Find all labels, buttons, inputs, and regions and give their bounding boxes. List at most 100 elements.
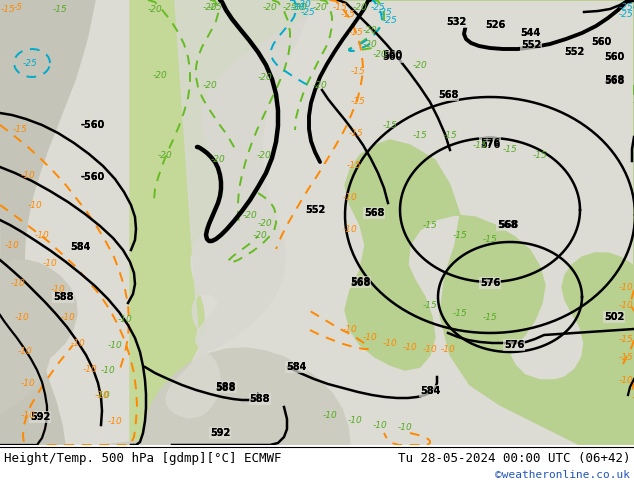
Polygon shape bbox=[310, 0, 634, 445]
Text: -10: -10 bbox=[28, 200, 42, 210]
Text: -20: -20 bbox=[262, 3, 278, 13]
Text: 568: 568 bbox=[604, 75, 624, 85]
Text: 588: 588 bbox=[250, 394, 270, 404]
Text: 544: 544 bbox=[520, 28, 540, 38]
Text: -20: -20 bbox=[363, 41, 377, 49]
Text: 568: 568 bbox=[497, 220, 517, 230]
Text: 568: 568 bbox=[364, 208, 384, 218]
Text: 576: 576 bbox=[480, 138, 500, 148]
Text: -20: -20 bbox=[413, 60, 427, 70]
Text: 584: 584 bbox=[420, 386, 440, 396]
Text: -20: -20 bbox=[158, 150, 172, 160]
Text: 502: 502 bbox=[604, 312, 624, 322]
Text: -10: -10 bbox=[423, 344, 437, 353]
Text: 560: 560 bbox=[604, 52, 624, 62]
Text: -10: -10 bbox=[383, 339, 398, 347]
Text: 568: 568 bbox=[438, 90, 458, 100]
Text: -20: -20 bbox=[203, 80, 217, 90]
Text: 576: 576 bbox=[480, 278, 500, 288]
Text: 560: 560 bbox=[591, 37, 611, 47]
Text: -560: -560 bbox=[81, 172, 105, 182]
Text: -10: -10 bbox=[398, 422, 412, 432]
Text: 576: 576 bbox=[504, 340, 524, 350]
Text: -10: -10 bbox=[82, 365, 98, 373]
Text: -5: -5 bbox=[13, 3, 22, 13]
Text: -15: -15 bbox=[349, 28, 363, 38]
Text: -10: -10 bbox=[619, 300, 633, 310]
Text: -10: -10 bbox=[441, 344, 455, 353]
Text: 568: 568 bbox=[498, 220, 518, 230]
Text: 552: 552 bbox=[564, 47, 584, 57]
Polygon shape bbox=[0, 0, 634, 445]
Text: -560: -560 bbox=[81, 120, 105, 130]
Polygon shape bbox=[0, 305, 50, 415]
Text: -30: -30 bbox=[290, 3, 306, 13]
Text: -25: -25 bbox=[301, 8, 315, 18]
Text: -15: -15 bbox=[482, 236, 498, 245]
Text: -10: -10 bbox=[11, 278, 25, 288]
Text: -20: -20 bbox=[252, 230, 268, 240]
Text: -10: -10 bbox=[619, 375, 633, 385]
Text: -20: -20 bbox=[203, 3, 217, 13]
Text: -15: -15 bbox=[383, 121, 398, 129]
Text: -20: -20 bbox=[148, 5, 162, 15]
Text: -20: -20 bbox=[313, 3, 327, 13]
Text: Tu 28-05-2024 00:00 UTC (06+42): Tu 28-05-2024 00:00 UTC (06+42) bbox=[398, 452, 630, 465]
Text: 568: 568 bbox=[350, 278, 370, 288]
Text: -10: -10 bbox=[108, 341, 122, 349]
Text: 560: 560 bbox=[382, 50, 402, 60]
Text: ©weatheronline.co.uk: ©weatheronline.co.uk bbox=[495, 470, 630, 480]
Text: -10: -10 bbox=[619, 283, 633, 292]
Text: -10: -10 bbox=[342, 193, 358, 201]
Text: -10: -10 bbox=[118, 316, 133, 324]
Text: -10: -10 bbox=[373, 420, 387, 430]
Text: 588: 588 bbox=[250, 394, 270, 404]
Text: 588: 588 bbox=[53, 292, 74, 302]
Text: -20: -20 bbox=[153, 71, 167, 79]
Text: -10: -10 bbox=[403, 343, 417, 351]
Text: -20: -20 bbox=[313, 80, 327, 90]
Text: 576: 576 bbox=[480, 278, 500, 288]
Text: -10: -10 bbox=[94, 391, 110, 399]
Text: 526: 526 bbox=[485, 20, 505, 30]
Text: -15: -15 bbox=[53, 5, 67, 15]
Text: 552: 552 bbox=[564, 47, 584, 57]
Text: -15: -15 bbox=[347, 161, 361, 170]
Text: 568: 568 bbox=[350, 277, 370, 287]
Text: -15: -15 bbox=[453, 230, 467, 240]
Text: -10: -10 bbox=[61, 313, 75, 321]
Text: -15: -15 bbox=[351, 97, 365, 105]
Text: -15: -15 bbox=[533, 150, 547, 160]
Text: 552: 552 bbox=[521, 40, 541, 50]
Text: -10: -10 bbox=[15, 313, 29, 321]
Text: -15: -15 bbox=[340, 10, 356, 20]
Text: -15: -15 bbox=[453, 309, 467, 318]
Text: 560: 560 bbox=[591, 37, 611, 47]
Text: -15: -15 bbox=[503, 146, 517, 154]
Text: -20: -20 bbox=[257, 219, 273, 227]
Text: -20: -20 bbox=[257, 150, 271, 160]
Text: -15: -15 bbox=[619, 352, 633, 362]
Text: -25: -25 bbox=[619, 3, 633, 13]
Text: 592: 592 bbox=[30, 412, 50, 422]
Text: 568: 568 bbox=[364, 208, 384, 218]
Text: -25: -25 bbox=[207, 3, 223, 13]
Text: 576: 576 bbox=[504, 340, 524, 350]
Text: 502: 502 bbox=[604, 312, 624, 322]
Text: 532: 532 bbox=[446, 17, 466, 27]
Text: -560: -560 bbox=[81, 120, 105, 130]
Text: -10: -10 bbox=[342, 225, 358, 235]
Text: -10: -10 bbox=[42, 259, 57, 268]
Text: -25: -25 bbox=[371, 3, 385, 13]
Text: 584: 584 bbox=[70, 242, 90, 252]
Text: -20: -20 bbox=[363, 26, 377, 35]
Text: 592: 592 bbox=[30, 412, 50, 422]
Text: -560: -560 bbox=[81, 172, 105, 182]
Text: -15: -15 bbox=[423, 220, 437, 229]
Text: 588: 588 bbox=[216, 383, 236, 393]
Text: -20: -20 bbox=[257, 73, 273, 81]
Text: -25: -25 bbox=[23, 58, 37, 68]
Text: 588: 588 bbox=[53, 292, 74, 302]
Text: Height/Temp. 500 hPa [gdmp][°C] ECMWF: Height/Temp. 500 hPa [gdmp][°C] ECMWF bbox=[4, 452, 281, 465]
Text: -10: -10 bbox=[18, 346, 32, 356]
